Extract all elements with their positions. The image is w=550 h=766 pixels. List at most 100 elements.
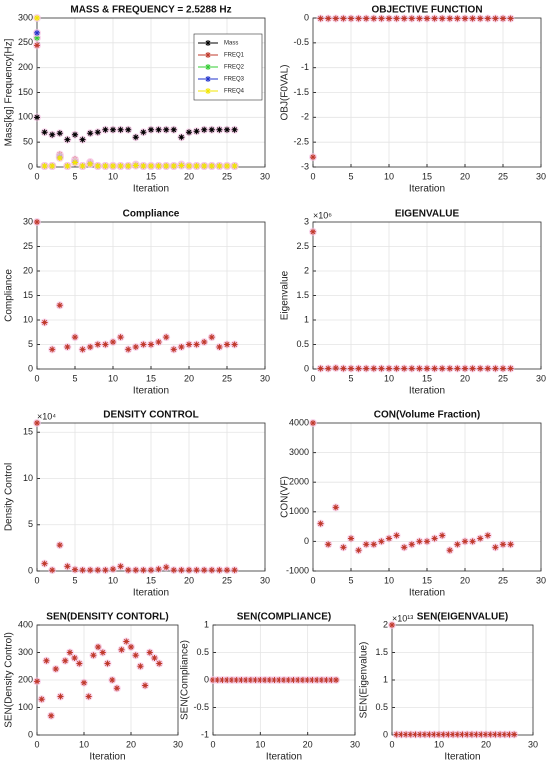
y-tick-label: 0	[304, 12, 309, 22]
marker	[462, 365, 468, 372]
legend-marker	[205, 64, 211, 70]
x-tick-label: 5	[348, 575, 353, 585]
marker	[72, 566, 78, 573]
marker	[492, 731, 499, 738]
marker	[500, 15, 506, 22]
marker	[170, 567, 177, 574]
marker	[193, 163, 200, 170]
marker	[99, 649, 106, 656]
x-tick-label: 20	[303, 739, 313, 749]
marker	[72, 334, 78, 341]
marker	[34, 678, 40, 685]
marker	[140, 341, 147, 348]
marker	[370, 541, 377, 548]
y-tick-label: 200	[18, 62, 33, 72]
chart-title: OBJECTIVE FUNCTION	[371, 5, 482, 16]
x-tick-label: 30	[173, 739, 183, 749]
marker	[118, 646, 125, 653]
marker	[454, 15, 461, 22]
x-axis-label: Iteration	[89, 752, 125, 763]
marker	[403, 731, 410, 738]
marker	[49, 346, 56, 353]
marker	[94, 341, 101, 348]
x-tick-label: 5	[72, 373, 77, 383]
marker	[163, 163, 170, 170]
marker	[355, 547, 362, 554]
y-tick-label: 300	[18, 12, 33, 22]
marker	[484, 532, 491, 539]
marker	[170, 346, 177, 353]
marker	[155, 126, 162, 133]
x-tick-label: 15	[146, 373, 156, 383]
marker	[94, 163, 101, 170]
marker	[94, 567, 101, 574]
marker	[64, 163, 71, 170]
marker	[431, 15, 438, 22]
x-tick-label: 0	[34, 575, 39, 585]
marker	[125, 163, 132, 170]
marker	[43, 657, 50, 664]
y-tick-label: 15	[23, 290, 33, 300]
marker	[49, 567, 56, 574]
marker	[163, 564, 170, 571]
y-tick-label: 2000	[289, 477, 309, 487]
legend-label: FREQ3	[224, 77, 245, 83]
marker	[62, 657, 69, 664]
x-axis-label: Iteration	[444, 752, 480, 763]
chart-title: CON(Volume Fraction)	[374, 410, 480, 421]
marker	[462, 15, 468, 22]
marker	[216, 343, 223, 350]
marker	[113, 685, 120, 692]
marker	[224, 567, 230, 574]
marker	[125, 346, 132, 353]
marker	[71, 655, 78, 661]
marker	[125, 567, 132, 574]
marker	[483, 731, 489, 738]
marker	[193, 128, 200, 135]
marker	[276, 677, 283, 683]
marker	[492, 365, 499, 372]
marker	[393, 365, 400, 372]
x-tick-label: 15	[146, 575, 156, 585]
marker	[417, 731, 424, 738]
y-tick-label: 30	[23, 216, 33, 226]
marker	[34, 114, 40, 121]
marker	[262, 677, 269, 683]
marker	[454, 365, 461, 372]
marker	[317, 365, 324, 372]
marker	[34, 34, 40, 41]
marker	[314, 677, 321, 683]
marker	[178, 567, 185, 574]
marker	[363, 15, 370, 22]
marker	[363, 365, 370, 372]
y-tick-label: 0	[28, 363, 33, 373]
marker	[81, 679, 87, 686]
x-tick-label: 0	[389, 739, 394, 749]
marker	[492, 544, 499, 551]
marker	[38, 696, 45, 703]
marker	[408, 365, 415, 372]
marker	[216, 567, 223, 574]
marker	[238, 677, 245, 683]
marker	[252, 677, 259, 683]
marker	[416, 15, 423, 22]
x-tick-label: 0	[310, 373, 315, 383]
marker	[125, 126, 132, 133]
y-exponent-label: ×10⁶	[313, 210, 332, 220]
marker	[462, 538, 468, 545]
y-tick-label: 200	[18, 674, 33, 684]
marker	[355, 365, 362, 372]
y-tick-label: -1.5	[293, 87, 309, 97]
marker	[370, 15, 377, 22]
x-axis-label: Iteration	[133, 184, 169, 195]
marker	[309, 677, 316, 683]
x-tick-label: 20	[460, 373, 470, 383]
x-tick-label: 25	[222, 575, 232, 585]
marker	[87, 567, 94, 574]
marker	[477, 365, 484, 372]
y-tick-label: -3	[301, 161, 309, 171]
marker	[484, 365, 491, 372]
marker	[148, 163, 154, 170]
y-tick-label: -2	[301, 112, 309, 122]
marker	[318, 677, 325, 683]
